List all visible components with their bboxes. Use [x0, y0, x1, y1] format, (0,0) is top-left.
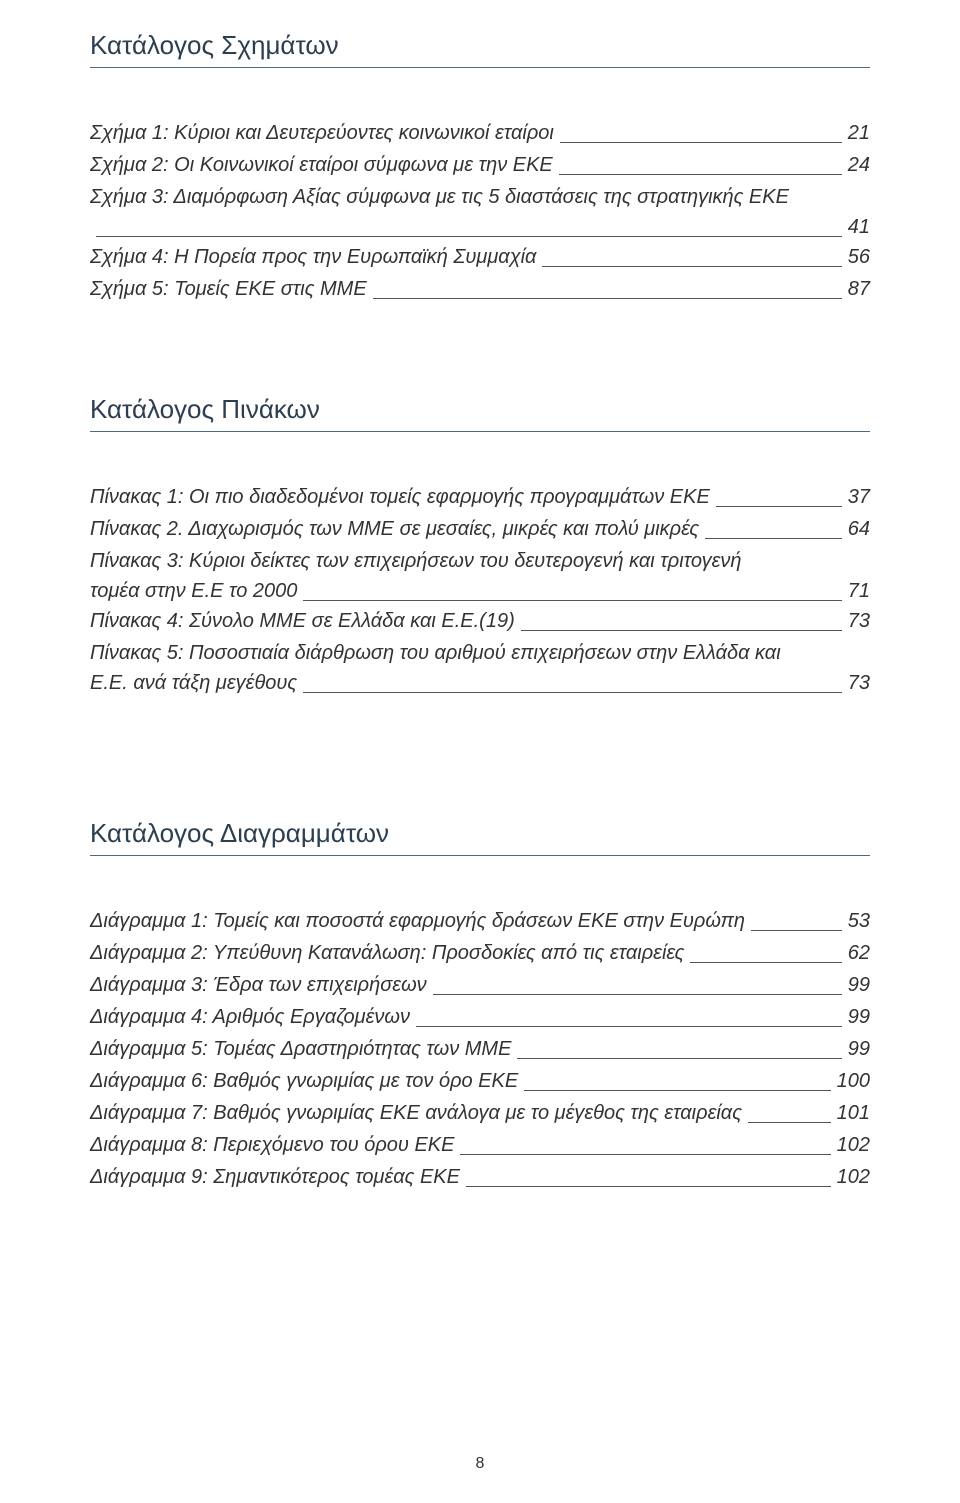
tables-list: Πίνακας 1: Οι πιο διαδεδομένοι τομείς εφ… — [90, 482, 870, 698]
toc-entry-text: Σχήμα 4: Η Πορεία προς την Ευρωπαϊκή Συμ… — [90, 242, 536, 272]
toc-entry: Σχήμα 4: Η Πορεία προς την Ευρωπαϊκή Συμ… — [90, 242, 870, 272]
toc-entry-page: 99 — [848, 970, 870, 1000]
toc-leader — [466, 1186, 831, 1187]
toc-entry: Πίνακας 3: Κύριοι δείκτες των επιχειρήσε… — [90, 546, 870, 606]
toc-entry-text-line1: Σχήμα 3: Διαμόρφωση Αξίας σύμφωνα με τις… — [90, 182, 870, 212]
toc-entry-text: Διάγραμμα 3: Έδρα των επιχειρήσεων — [90, 970, 427, 1000]
toc-entry: Διάγραμμα 5: Τομέας Δραστηριότητας των Μ… — [90, 1034, 870, 1064]
toc-leader — [690, 962, 841, 963]
toc-entry: Διάγραμμα 6: Βαθμός γνωριμίας με τον όρο… — [90, 1066, 870, 1096]
toc-entry-page: 73 — [848, 668, 870, 698]
toc-leader — [521, 630, 842, 631]
toc-entry-page: 102 — [837, 1162, 870, 1192]
toc-entry-page: 21 — [848, 118, 870, 148]
diagrams-heading: Κατάλογος Διαγραμμάτων — [90, 818, 870, 856]
toc-entry-text-line2: τομέα στην Ε.Ε το 2000 — [90, 576, 297, 606]
toc-entry: Διάγραμμα 8: Περιεχόμενο του όρου ΕΚΕ 10… — [90, 1130, 870, 1160]
toc-entry-page: 102 — [837, 1130, 870, 1160]
toc-entry-page: 41 — [848, 212, 870, 242]
toc-entry-text: Διάγραμμα 2: Υπεύθυνη Κατανάλωση: Προσδο… — [90, 938, 684, 968]
figures-list: Σχήμα 1: Κύριοι και Δευτερεύοντες κοινων… — [90, 118, 870, 304]
toc-entry-text: Σχήμα 5: Τομείς ΕΚΕ στις ΜΜΕ — [90, 274, 367, 304]
toc-entry-page: 73 — [848, 606, 870, 636]
toc-leader — [96, 236, 842, 237]
figures-heading: Κατάλογος Σχημάτων — [90, 30, 870, 68]
toc-entry-text-line2: Ε.Ε. ανά τάξη μεγέθους — [90, 668, 297, 698]
toc-entry-text: Πίνακας 4: Σύνολο ΜΜΕ σε Ελλάδα και Ε.Ε.… — [90, 606, 515, 636]
toc-entry-text: Διάγραμμα 7: Βαθμός γνωριμίας ΕΚΕ ανάλογ… — [90, 1098, 742, 1128]
toc-entry: Πίνακας 4: Σύνολο ΜΜΕ σε Ελλάδα και Ε.Ε.… — [90, 606, 870, 636]
toc-leader — [460, 1154, 830, 1155]
toc-entry-page: 71 — [848, 576, 870, 606]
toc-entry-text: Διάγραμμα 9: Σημαντικότερος τομέας ΕΚΕ — [90, 1162, 460, 1192]
toc-leader — [559, 174, 842, 175]
toc-entry: Πίνακας 5: Ποσοστιαία διάρθρωση του αριθ… — [90, 638, 870, 698]
toc-leader — [524, 1090, 830, 1091]
diagrams-list: Διάγραμμα 1: Τομείς και ποσοστά εφαρμογή… — [90, 906, 870, 1192]
toc-entry-page: 64 — [848, 514, 870, 544]
toc-leader — [416, 1026, 842, 1027]
tables-heading: Κατάλογος Πινάκων — [90, 394, 870, 432]
toc-entry: Πίνακας 2. Διαχωρισμός των ΜΜΕ σε μεσαίε… — [90, 514, 870, 544]
toc-entry: Διάγραμμα 3: Έδρα των επιχειρήσεων 99 — [90, 970, 870, 1000]
toc-entry-text: Διάγραμμα 1: Τομείς και ποσοστά εφαρμογή… — [90, 906, 745, 936]
toc-leader — [433, 994, 842, 995]
toc-entry: Σχήμα 2: Οι Κοινωνικοί εταίροι σύμφωνα μ… — [90, 150, 870, 180]
toc-leader — [560, 142, 842, 143]
toc-entry-text: Πίνακας 1: Οι πιο διαδεδομένοι τομείς εφ… — [90, 482, 710, 512]
toc-entry-page: 87 — [848, 274, 870, 304]
toc-entry-text: Πίνακας 2. Διαχωρισμός των ΜΜΕ σε μεσαίε… — [90, 514, 699, 544]
toc-entry-text: Διάγραμμα 6: Βαθμός γνωριμίας με τον όρο… — [90, 1066, 518, 1096]
toc-leader — [303, 692, 842, 693]
toc-entry: Διάγραμμα 7: Βαθμός γνωριμίας ΕΚΕ ανάλογ… — [90, 1098, 870, 1128]
toc-entry: Διάγραμμα 9: Σημαντικότερος τομέας ΕΚΕ 1… — [90, 1162, 870, 1192]
toc-entry: Σχήμα 5: Τομείς ΕΚΕ στις ΜΜΕ 87 — [90, 274, 870, 304]
toc-entry-text: Διάγραμμα 8: Περιεχόμενο του όρου ΕΚΕ — [90, 1130, 454, 1160]
toc-entry-page: 37 — [848, 482, 870, 512]
toc-entry-page: 24 — [848, 150, 870, 180]
toc-entry-page: 99 — [848, 1034, 870, 1064]
toc-entry-text-line1: Πίνακας 5: Ποσοστιαία διάρθρωση του αριθ… — [90, 638, 870, 668]
toc-entry-text: Διάγραμμα 5: Τομέας Δραστηριότητας των Μ… — [90, 1034, 511, 1064]
toc-leader — [517, 1058, 841, 1059]
toc-entry-page: 62 — [848, 938, 870, 968]
toc-entry: Διάγραμμα 4: Αριθμός Εργαζομένων 99 — [90, 1002, 870, 1032]
toc-entry-text: Σχήμα 2: Οι Κοινωνικοί εταίροι σύμφωνα μ… — [90, 150, 553, 180]
toc-entry: Διάγραμμα 1: Τομείς και ποσοστά εφαρμογή… — [90, 906, 870, 936]
page-number: 8 — [476, 1455, 485, 1473]
toc-leader — [751, 930, 842, 931]
toc-entry-text-line1: Πίνακας 3: Κύριοι δείκτες των επιχειρήσε… — [90, 546, 870, 576]
toc-entry: Σχήμα 1: Κύριοι και Δευτερεύοντες κοινων… — [90, 118, 870, 148]
toc-leader — [373, 298, 842, 299]
toc-leader — [303, 600, 841, 601]
toc-entry-text: Σχήμα 1: Κύριοι και Δευτερεύοντες κοινων… — [90, 118, 554, 148]
toc-leader — [705, 538, 842, 539]
toc-entry: Διάγραμμα 2: Υπεύθυνη Κατανάλωση: Προσδο… — [90, 938, 870, 968]
toc-leader — [748, 1122, 831, 1123]
toc-entry: Σχήμα 3: Διαμόρφωση Αξίας σύμφωνα με τις… — [90, 182, 870, 242]
toc-entry-page: 100 — [837, 1066, 870, 1096]
toc-entry-text: Διάγραμμα 4: Αριθμός Εργαζομένων — [90, 1002, 410, 1032]
toc-entry-page: 56 — [848, 242, 870, 272]
toc-entry-page: 101 — [837, 1098, 870, 1128]
toc-leader — [716, 506, 842, 507]
toc-leader — [542, 266, 841, 267]
toc-entry-page: 53 — [848, 906, 870, 936]
toc-entry-page: 99 — [848, 1002, 870, 1032]
toc-entry: Πίνακας 1: Οι πιο διαδεδομένοι τομείς εφ… — [90, 482, 870, 512]
